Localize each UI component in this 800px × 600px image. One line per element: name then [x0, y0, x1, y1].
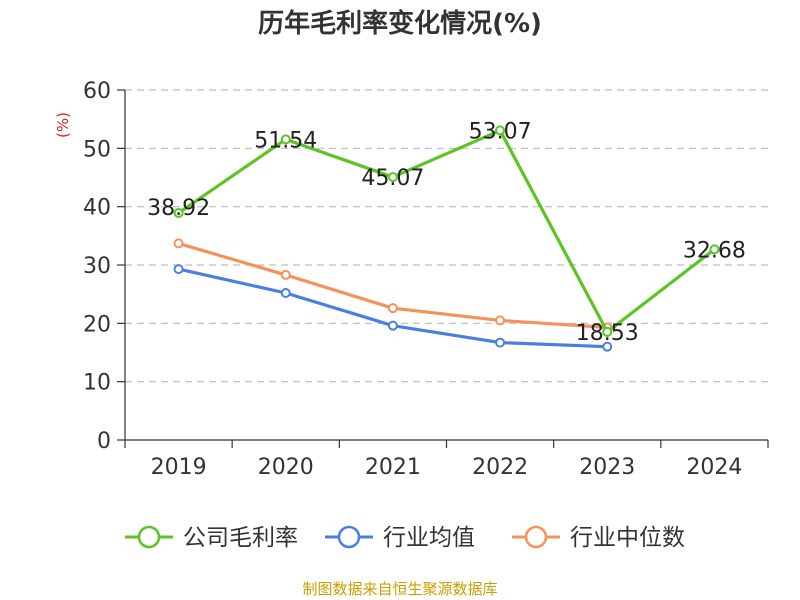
legend-swatch-marker [137, 525, 161, 549]
data-point [280, 269, 291, 280]
legend-label: 行业中位数 [570, 525, 685, 551]
legend-swatch-marker [337, 525, 361, 549]
data-point [387, 303, 398, 314]
data-labels: 38.92 51.54 45.07 53.07 18.53 32.68 [147, 119, 746, 345]
legend-item[interactable]: 行业均值 [325, 525, 475, 551]
y-tick-label: 50 [83, 137, 111, 162]
series-line [178, 241, 608, 330]
data-point [602, 341, 613, 352]
data-point [602, 326, 613, 337]
data-point [280, 134, 291, 145]
legend-item[interactable]: 行业中位数 [512, 525, 685, 551]
y-tick-label: 60 [83, 79, 111, 104]
x-tick-label: 2022 [472, 455, 528, 480]
data-point [709, 244, 720, 255]
legend-label: 公司毛利率 [183, 525, 298, 551]
chart-title: 历年毛利率变化情况(%) [258, 8, 542, 39]
data-label: 53.07 [469, 119, 532, 144]
y-tick-label: 40 [83, 196, 111, 221]
series-lines [173, 125, 720, 352]
y-tick-label: 30 [83, 254, 111, 279]
data-point [173, 207, 184, 218]
x-tick-label: 2019 [151, 455, 207, 480]
axes: 0 10 20 30 40 50 60 2019 2020 2021 2022 2023 2024 [83, 79, 769, 480]
data-point [280, 288, 291, 298]
data-point [387, 172, 398, 183]
y-axis-unit-label: (%) [54, 112, 72, 138]
x-tick-label: 2024 [686, 455, 742, 480]
data-point [387, 320, 398, 331]
x-tick-label: 2023 [579, 455, 635, 480]
y-tick-label: 20 [83, 312, 111, 337]
data-point [173, 238, 184, 249]
data-point [495, 315, 506, 326]
data-label: 38.92 [147, 196, 210, 221]
x-tick-label: 2020 [258, 455, 314, 480]
x-tick-label: 2021 [365, 455, 421, 480]
y-tick-label: 0 [97, 429, 111, 454]
data-label: 18.53 [576, 321, 639, 346]
series-line [177, 128, 716, 334]
legend-item[interactable]: 公司毛利率 [125, 525, 298, 551]
legend-label: 行业均值 [383, 525, 475, 551]
data-label: 45.07 [361, 166, 424, 191]
data-label: 51.54 [254, 128, 317, 153]
source-note: 制图数据来自恒生聚源数据库 [302, 580, 497, 598]
gridlines [125, 89, 768, 383]
y-tick-label: 10 [83, 371, 111, 396]
data-point [495, 337, 506, 348]
data-point [495, 125, 506, 136]
data-label: 32.68 [683, 238, 746, 263]
legend-swatch-marker [524, 525, 548, 549]
legend[interactable]: 公司毛利率 行业均值 行业中位数 [125, 525, 685, 551]
data-point [173, 264, 184, 275]
